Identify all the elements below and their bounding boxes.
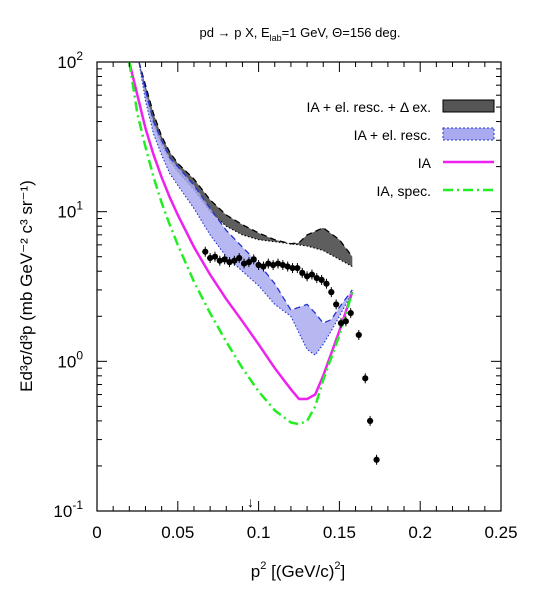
data-point [342, 318, 349, 325]
data-point [279, 261, 286, 269]
plot-frame [96, 61, 502, 512]
data-point [328, 289, 335, 296]
data-point [318, 276, 325, 284]
legend-label: IA + el. resc. + Δ ex. [306, 99, 431, 115]
data-point [260, 263, 267, 270]
x-tick-label: 0.05 [161, 523, 194, 542]
data-point [299, 269, 306, 276]
x-tick-label: 0.2 [408, 523, 432, 542]
x-tick-label: 0.25 [484, 523, 517, 542]
bands-layer [138, 62, 353, 356]
data-point [289, 264, 296, 272]
data-point [236, 254, 243, 262]
line-ia [128, 62, 354, 401]
x-tick-label: 0.1 [247, 523, 271, 542]
data-point [255, 261, 262, 269]
data-point [308, 271, 316, 278]
ticks-layer: 0 0.05 0.1 0.15 0.2 0.25 10-1 100 101 102 [53, 49, 517, 542]
legend-swatch [442, 127, 495, 141]
y-tick-label: 10-1 [53, 498, 83, 521]
y-tick-label: 100 [57, 348, 83, 371]
lines-layer [128, 62, 354, 426]
x-tick-label: 0 [92, 523, 101, 542]
data-point [313, 274, 320, 282]
legend: IA + el. resc. + Δ ex. IA + el. resc. IA IA… [306, 99, 495, 199]
data-point [207, 254, 214, 262]
data-point [323, 280, 330, 287]
legend-label: IA + el. resc. [354, 127, 431, 143]
y-tick-label: 102 [57, 49, 83, 72]
data-point [337, 320, 345, 327]
x-tick-label: 0.15 [323, 523, 356, 542]
data-point [367, 417, 374, 424]
legend-label: IA, spec. [377, 183, 431, 199]
chart-title: pd → p X, Elab=1 GeV, Θ=156 deg. [200, 25, 401, 43]
data-point [294, 264, 301, 272]
data-point [355, 331, 362, 339]
band-elastic-rescattering [139, 62, 353, 356]
y-axis-label: Ed³σ/d³p (mb GeV⁻² c³ sr⁻¹) [17, 180, 36, 392]
y-tick-label: 101 [57, 199, 83, 222]
x-axis-label: p2 [(GeV/c)2] [251, 560, 345, 581]
data-point [347, 310, 354, 317]
x-arrow-marker: ↓ [247, 494, 254, 510]
line-ia-spectator [128, 62, 354, 426]
data-point [270, 261, 277, 269]
points-layer [202, 246, 380, 465]
data-point [231, 257, 238, 264]
data-point [240, 260, 248, 267]
data-point [333, 301, 340, 308]
data-point [265, 260, 272, 267]
data-point [216, 257, 223, 264]
data-point [362, 375, 369, 382]
band-delta-excitation [139, 62, 353, 267]
data-point [245, 259, 253, 266]
data-point [303, 273, 311, 280]
band-lower-edge [138, 62, 353, 356]
data-point [221, 256, 228, 263]
legend-label: IA [418, 155, 432, 171]
band-upper-edge [138, 62, 353, 324]
data-point [202, 248, 209, 255]
data-point [250, 256, 257, 263]
band-upper-edge [138, 62, 353, 258]
legend-swatch [442, 99, 495, 113]
data-point [211, 253, 219, 260]
data-point [226, 259, 233, 266]
data-point [284, 263, 291, 270]
data-point [373, 456, 380, 463]
data-point [274, 260, 282, 267]
